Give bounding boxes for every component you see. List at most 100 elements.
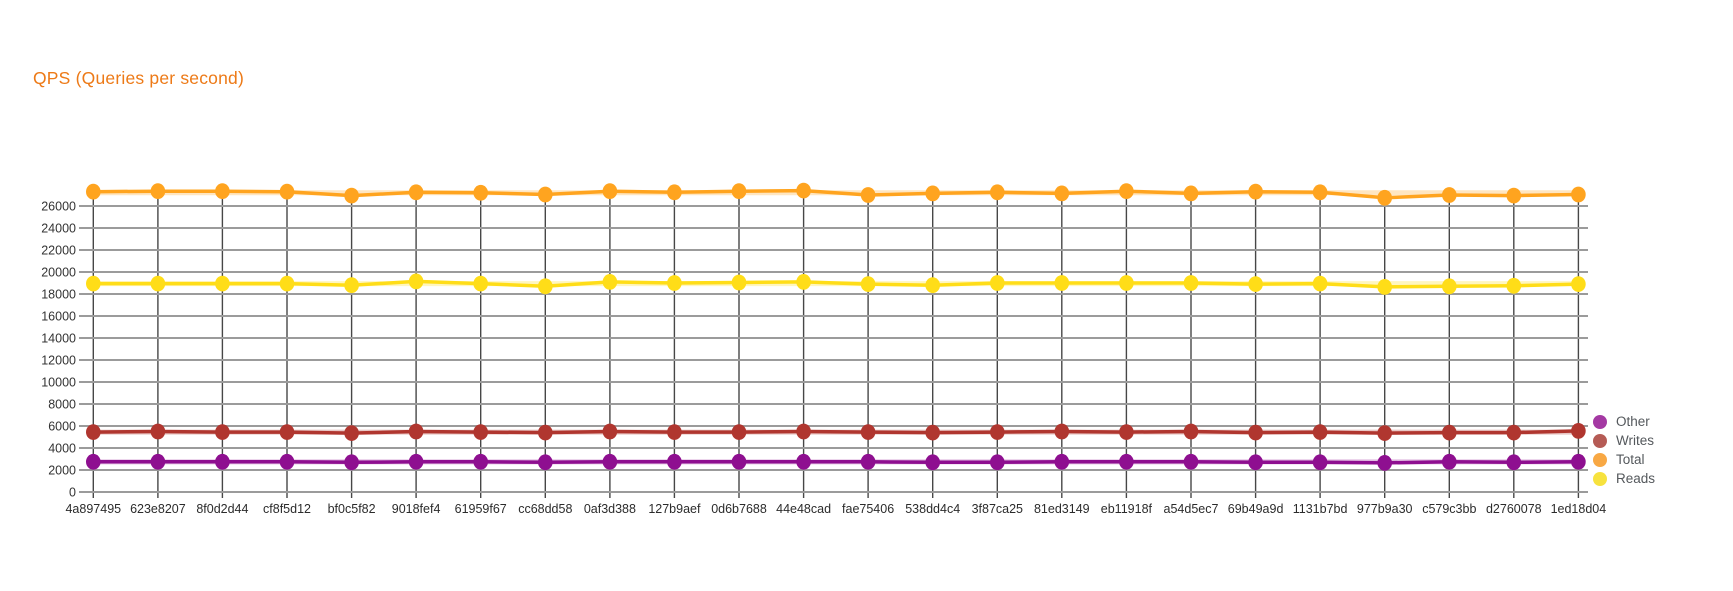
data-point[interactable] <box>215 453 230 470</box>
data-point[interactable] <box>990 184 1005 201</box>
data-point[interactable] <box>150 423 166 440</box>
data-point[interactable] <box>408 273 424 290</box>
data-point[interactable] <box>215 183 230 200</box>
data-point[interactable] <box>925 454 940 471</box>
data-point[interactable] <box>473 453 489 470</box>
data-point[interactable] <box>796 182 811 199</box>
data-point[interactable] <box>860 276 876 292</box>
data-point[interactable] <box>150 275 166 292</box>
data-point[interactable] <box>796 274 811 290</box>
data-point[interactable] <box>1248 454 1263 471</box>
data-point[interactable] <box>1183 275 1199 291</box>
data-point[interactable] <box>990 424 1005 440</box>
data-point[interactable] <box>1248 424 1263 441</box>
data-point[interactable] <box>1506 277 1522 294</box>
data-point[interactable] <box>1506 454 1522 471</box>
data-point[interactable] <box>925 277 940 294</box>
data-point[interactable] <box>1119 424 1134 440</box>
data-point[interactable] <box>1442 187 1457 203</box>
data-point[interactable] <box>150 453 166 470</box>
data-point[interactable] <box>731 453 747 470</box>
legend-item-writes[interactable]: Writes <box>1593 431 1655 450</box>
data-point[interactable] <box>344 187 359 204</box>
data-point[interactable] <box>1377 455 1392 471</box>
data-point[interactable] <box>473 424 489 440</box>
data-point[interactable] <box>1183 423 1199 440</box>
data-point[interactable] <box>667 424 682 440</box>
data-point[interactable] <box>667 453 682 470</box>
data-point[interactable] <box>1571 453 1586 470</box>
data-point[interactable] <box>1442 453 1457 470</box>
data-point[interactable] <box>860 453 876 470</box>
data-point[interactable] <box>279 453 295 470</box>
data-point[interactable] <box>602 423 618 440</box>
data-point[interactable] <box>1119 275 1134 291</box>
data-point[interactable] <box>538 186 553 203</box>
data-point[interactable] <box>796 423 811 440</box>
data-point[interactable] <box>473 184 489 201</box>
data-point[interactable] <box>860 424 876 440</box>
data-point[interactable] <box>667 275 682 291</box>
data-point[interactable] <box>1054 453 1070 470</box>
data-point[interactable] <box>1442 278 1457 295</box>
data-point[interactable] <box>1312 275 1328 292</box>
data-point[interactable] <box>1571 276 1586 292</box>
data-point[interactable] <box>1312 424 1328 440</box>
data-point[interactable] <box>86 183 101 200</box>
data-point[interactable] <box>990 275 1005 291</box>
data-point[interactable] <box>925 424 940 441</box>
data-point[interactable] <box>990 454 1005 471</box>
data-point[interactable] <box>408 423 424 440</box>
data-point[interactable] <box>1119 453 1134 470</box>
data-point[interactable] <box>408 453 424 470</box>
data-point[interactable] <box>1571 423 1586 439</box>
data-point[interactable] <box>1312 454 1328 471</box>
data-point[interactable] <box>1054 275 1070 291</box>
data-point[interactable] <box>1119 183 1134 200</box>
data-point[interactable] <box>1183 185 1199 202</box>
data-point[interactable] <box>1248 183 1263 200</box>
data-point[interactable] <box>344 454 359 471</box>
data-point[interactable] <box>538 454 553 471</box>
data-point[interactable] <box>1312 184 1328 201</box>
data-point[interactable] <box>1506 424 1522 441</box>
data-point[interactable] <box>1506 187 1522 204</box>
data-point[interactable] <box>538 424 553 441</box>
data-point[interactable] <box>1054 185 1070 202</box>
data-point[interactable] <box>344 425 359 441</box>
data-point[interactable] <box>1571 186 1586 203</box>
data-point[interactable] <box>215 424 230 440</box>
data-point[interactable] <box>925 185 940 202</box>
data-point[interactable] <box>344 277 359 294</box>
data-point[interactable] <box>215 275 230 292</box>
data-point[interactable] <box>279 424 295 440</box>
data-point[interactable] <box>860 187 876 203</box>
data-point[interactable] <box>796 453 811 470</box>
data-point[interactable] <box>602 453 618 470</box>
data-point[interactable] <box>1377 189 1392 206</box>
data-point[interactable] <box>731 183 747 200</box>
data-point[interactable] <box>667 184 682 201</box>
data-point[interactable] <box>1377 279 1392 295</box>
legend-item-other[interactable]: Other <box>1593 412 1655 431</box>
data-point[interactable] <box>86 275 101 292</box>
legend-item-reads[interactable]: Reads <box>1593 469 1655 488</box>
legend-item-total[interactable]: Total <box>1593 450 1655 469</box>
data-point[interactable] <box>473 275 489 292</box>
data-point[interactable] <box>602 183 618 200</box>
data-point[interactable] <box>86 424 101 440</box>
data-point[interactable] <box>1377 425 1392 441</box>
data-point[interactable] <box>1183 453 1199 470</box>
data-point[interactable] <box>279 275 295 292</box>
data-point[interactable] <box>1054 423 1070 440</box>
data-point[interactable] <box>731 424 747 440</box>
data-point[interactable] <box>408 184 424 201</box>
data-point[interactable] <box>538 278 553 295</box>
data-point[interactable] <box>1442 424 1457 441</box>
data-point[interactable] <box>150 183 166 200</box>
data-point[interactable] <box>731 274 747 291</box>
data-point[interactable] <box>1248 276 1263 292</box>
data-point[interactable] <box>279 183 295 200</box>
data-point[interactable] <box>86 453 101 470</box>
data-point[interactable] <box>602 274 618 290</box>
